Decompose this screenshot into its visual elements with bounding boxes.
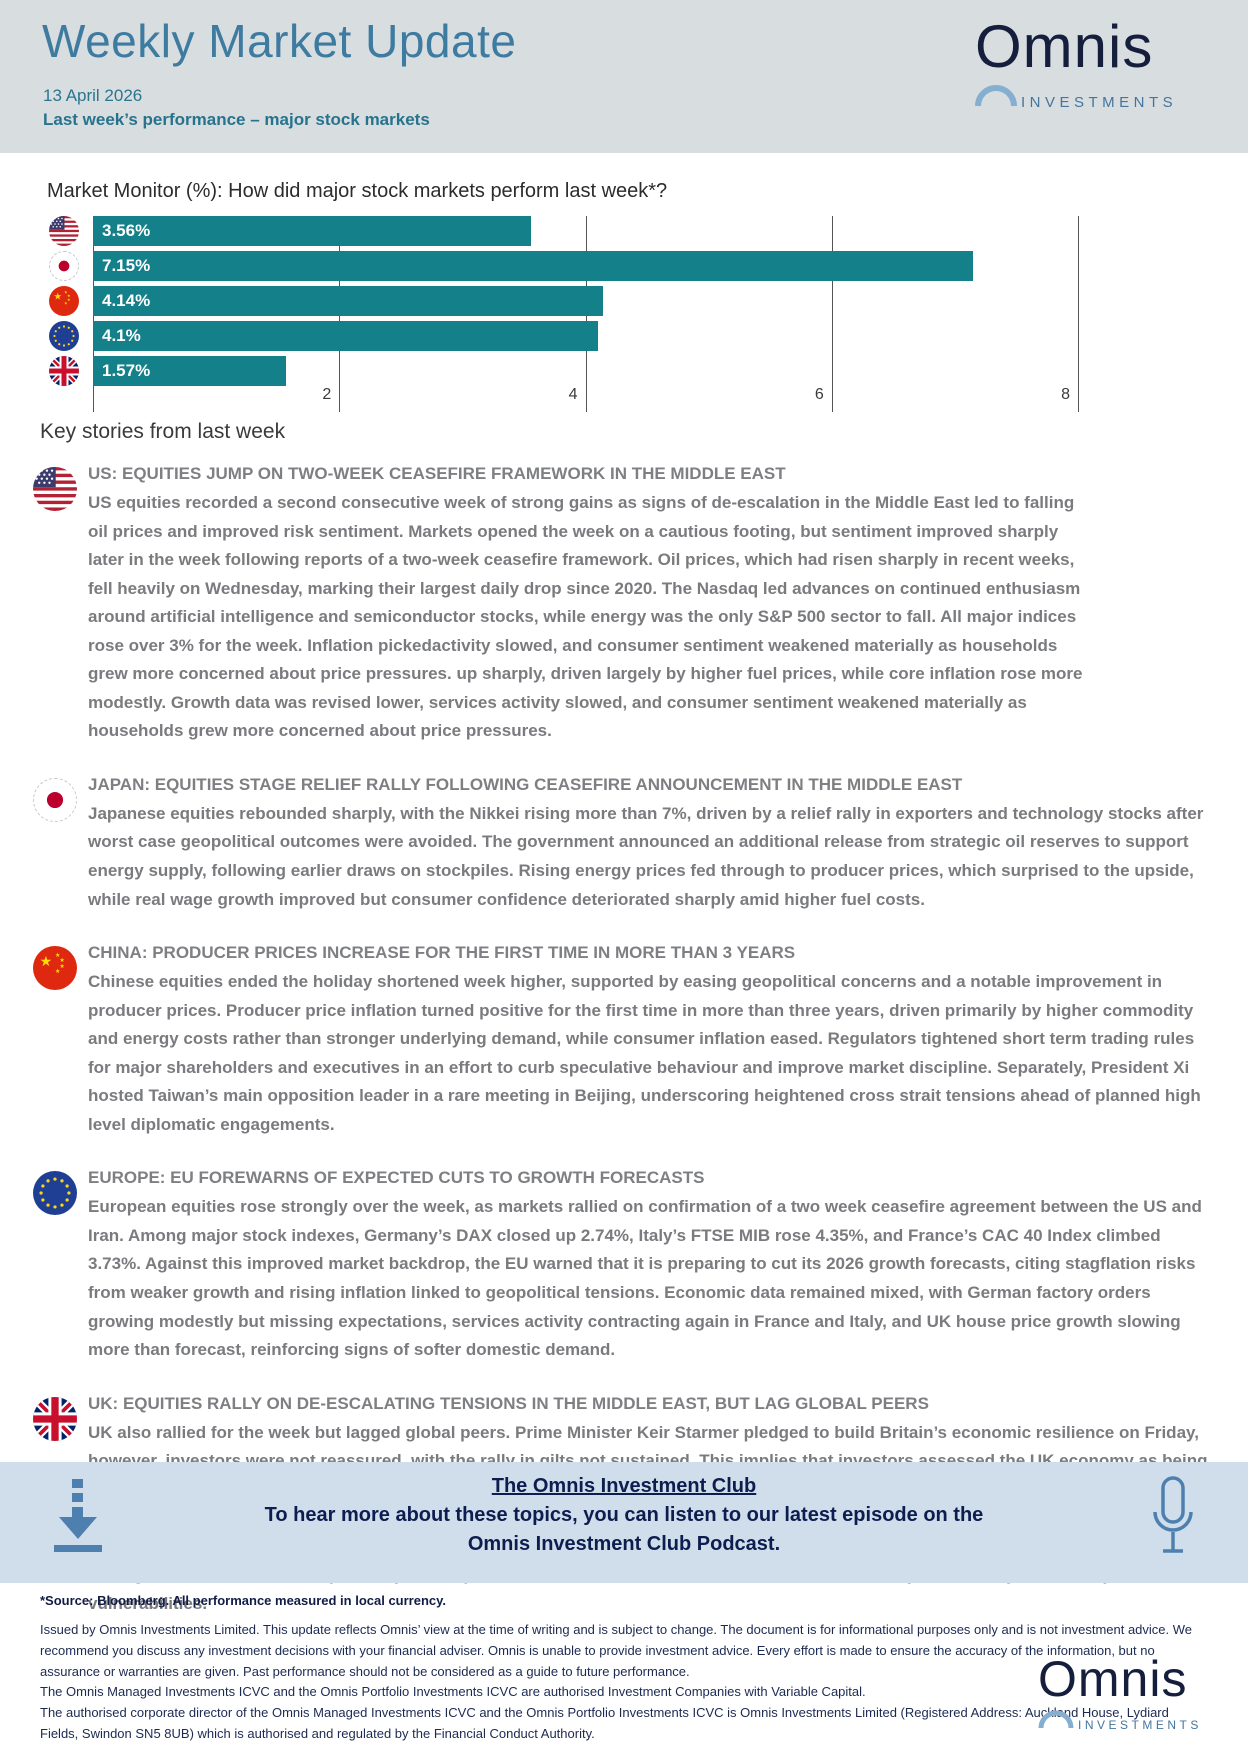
uk-flag-icon bbox=[33, 1396, 77, 1441]
story-headline: JAPAN: EQUITIES STAGE RELIEF RALLY FOLLO… bbox=[88, 774, 963, 794]
chart-row-japan: 7.15% bbox=[47, 251, 1078, 281]
download-icon[interactable] bbox=[47, 1477, 109, 1572]
omnis-arc-icon bbox=[975, 82, 1017, 111]
microphone-icon[interactable] bbox=[1150, 1474, 1196, 1573]
omnis-logo-text: Omnis bbox=[1038, 1651, 1188, 1707]
market-bar-uk: 1.57% bbox=[93, 356, 287, 386]
podcast-banner: The Omnis Investment Club To hear more a… bbox=[0, 1462, 1248, 1583]
svg-text:★: ★ bbox=[67, 297, 71, 302]
market-bar-eu: 4.1% bbox=[93, 321, 598, 351]
source-footnote: *Source: Bloomberg. All performance meas… bbox=[40, 1593, 447, 1608]
omnis-logo-tagline: INVESTMENTS bbox=[1021, 94, 1178, 111]
story-body: US equities recorded a second consecutiv… bbox=[88, 493, 1083, 741]
market-bar-japan: 7.15% bbox=[93, 251, 974, 281]
x-tick: 6 bbox=[814, 386, 824, 403]
disclaimer-p2: The Omnis Managed Investments ICVC and t… bbox=[40, 1684, 866, 1700]
svg-text:★: ★ bbox=[59, 957, 64, 964]
story-japan: JAPAN: EQUITIES STAGE RELIEF RALLY FOLLO… bbox=[33, 775, 1223, 914]
story-china: ★ ★ ★ ★ ★ CHINA: PRODUCER PRICES INCREASE FO… bbox=[33, 943, 1223, 1139]
omnis-logo-text: Omnis bbox=[975, 13, 1154, 80]
page-title: Weekly Market Update bbox=[42, 15, 517, 67]
us-flag-icon bbox=[49, 216, 79, 246]
chart-row-uk: 1.57% bbox=[47, 356, 1078, 386]
story-us: US: EQUITIES JUMP ON TWO-WEEK CEASEFIRE … bbox=[33, 464, 1223, 746]
omnis-logo: Omnis INVESTMENTS bbox=[975, 14, 1190, 124]
report-date: 13 April 2026 bbox=[43, 86, 143, 105]
china-flag-icon: ★ ★ ★ ★ ★ bbox=[49, 286, 79, 316]
key-stories-heading: Key stories from last week bbox=[40, 420, 286, 443]
x-tick: 4 bbox=[568, 386, 578, 403]
svg-text:★: ★ bbox=[64, 290, 68, 295]
omnis-logo-footer: Omnis INVESTMENTS bbox=[1038, 1652, 1218, 1747]
chart-row-eu: 4.1% bbox=[47, 321, 1078, 351]
banner-line3: Omnis Investment Club Podcast. bbox=[467, 1533, 781, 1555]
eu-flag-icon bbox=[49, 321, 79, 351]
disclaimer-p3: The authorised corporate director of the… bbox=[40, 1705, 1169, 1741]
story-headline: UK: EQUITIES RALLY ON DE-ESCALATING TENS… bbox=[88, 1393, 929, 1413]
story-body: Chinese equities ended the holiday short… bbox=[88, 972, 1201, 1134]
header: Weekly Market Update 13 April 2026 Last … bbox=[0, 0, 1248, 153]
story-body: Japanese equities rebounded sharply, wit… bbox=[88, 803, 1204, 909]
banner-line2: To hear more about these topics, you can… bbox=[264, 1504, 984, 1526]
us-flag-icon bbox=[33, 467, 77, 511]
china-flag-icon: ★ ★ ★ ★ ★ bbox=[33, 946, 77, 991]
svg-text:★: ★ bbox=[59, 963, 64, 970]
x-tick: 2 bbox=[322, 386, 332, 403]
svg-text:★: ★ bbox=[55, 952, 60, 959]
omnis-arc-icon bbox=[1038, 1708, 1074, 1733]
chart-row-us: 3.56% bbox=[47, 216, 1078, 246]
svg-text:★: ★ bbox=[55, 968, 60, 975]
japan-flag-icon bbox=[49, 251, 79, 281]
podcast-club-link[interactable]: The Omnis Investment Club bbox=[491, 1475, 757, 1497]
svg-text:★: ★ bbox=[40, 953, 52, 969]
story-europe: EUROPE: EU FOREWARNS OF EXPECTED CUTS TO… bbox=[33, 1168, 1223, 1364]
market-monitor-chart: Market Monitor (%): How did major stock … bbox=[47, 180, 1079, 412]
japan-flag-icon bbox=[33, 777, 77, 822]
chart-row-china: ★ ★ ★ ★ ★ 4.14% bbox=[47, 286, 1078, 316]
eu-flag-icon bbox=[33, 1171, 77, 1216]
svg-text:★: ★ bbox=[64, 301, 68, 306]
disclaimer-p1: Issued by Omnis Investments Limited. Thi… bbox=[40, 1622, 1193, 1679]
story-body: European equities rose strongly over the… bbox=[88, 1197, 1202, 1360]
svg-text:★: ★ bbox=[54, 292, 63, 303]
chart-title: Market Monitor (%): How did major stock … bbox=[47, 180, 668, 202]
story-headline: EUROPE: EU FOREWARNS OF EXPECTED CUTS TO… bbox=[88, 1168, 705, 1188]
uk-flag-icon bbox=[49, 356, 79, 386]
story-headline: CHINA: PRODUCER PRICES INCREASE FOR THE … bbox=[88, 943, 796, 963]
report-subtitle: Last week’s performance – major stock ma… bbox=[43, 110, 430, 129]
market-bar-us: 3.56% bbox=[93, 216, 532, 246]
omnis-logo-tagline: INVESTMENTS bbox=[1078, 1718, 1202, 1732]
disclaimer: Issued by Omnis Investments Limited. Thi… bbox=[40, 1620, 1208, 1745]
x-tick: 8 bbox=[1061, 386, 1070, 403]
svg-text:★: ★ bbox=[67, 293, 71, 298]
market-bar-china: 4.14% bbox=[93, 286, 603, 316]
story-headline: US: EQUITIES JUMP ON TWO-WEEK CEASEFIRE … bbox=[88, 464, 786, 483]
